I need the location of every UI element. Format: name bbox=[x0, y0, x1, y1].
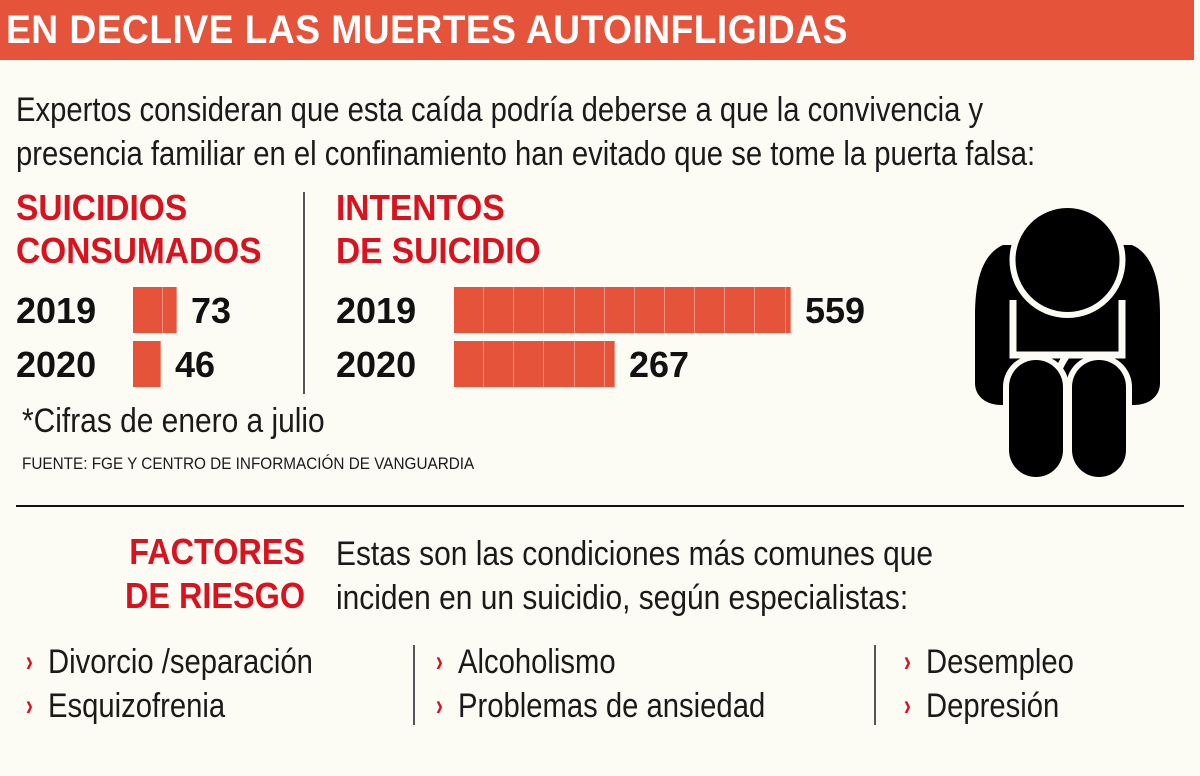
bar-segment bbox=[514, 341, 545, 387]
risk-factors-title: FACTORES DE RIESGO bbox=[125, 530, 305, 618]
chevron-right-icon: › bbox=[903, 645, 911, 678]
attempts-title-line-2: DE SUICIDIO bbox=[336, 230, 541, 271]
bar-segment bbox=[484, 287, 515, 333]
attempts-title-line-1: INTENTOS bbox=[336, 187, 505, 228]
bar-segment bbox=[695, 287, 726, 333]
attempts-year-2019: 2019 bbox=[336, 290, 417, 331]
bar-segment bbox=[575, 341, 605, 387]
suicides-value-2019: 73 bbox=[191, 290, 232, 331]
risk-item: › Desempleo bbox=[900, 640, 1098, 684]
suicides-year-2020: 2020 bbox=[16, 344, 97, 385]
footnote: *Cifras de enero a julio bbox=[22, 402, 325, 440]
risk-column-2: › Alcoholismo › Problemas de ansiedad bbox=[432, 640, 815, 728]
risk-divider-1 bbox=[413, 645, 415, 725]
bar-segment bbox=[454, 287, 485, 333]
section-divider bbox=[303, 192, 305, 394]
risk-item: › Divorcio /separación bbox=[22, 640, 356, 684]
source-credit: FUENTE: FGE Y CENTRO DE INFORMACIÓN DE V… bbox=[22, 454, 475, 473]
bar-segment bbox=[133, 341, 161, 387]
intro-line-2: presencia familiar en el confinamiento h… bbox=[16, 135, 1036, 173]
bar-segment bbox=[544, 287, 575, 333]
chevron-right-icon: › bbox=[25, 689, 33, 722]
risk-item-label: Problemas de ansiedad bbox=[458, 686, 766, 725]
suicides-title-line-2: CONSUMADOS bbox=[16, 230, 262, 271]
risk-factors-title-line-1: FACTORES bbox=[129, 531, 305, 572]
bar-segment bbox=[454, 341, 485, 387]
bar-segment bbox=[484, 341, 515, 387]
chevron-right-icon: › bbox=[435, 689, 443, 722]
bar-segment bbox=[786, 287, 791, 333]
risk-factors-desc-line-2: inciden en un suicidio, según especialis… bbox=[336, 579, 909, 617]
suicides-value-2020: 46 bbox=[175, 344, 216, 385]
risk-factors-description: Estas son las condiciones más comunes qu… bbox=[336, 532, 933, 620]
chevron-right-icon: › bbox=[435, 645, 443, 678]
risk-item-label: Esquizofrenia bbox=[48, 686, 226, 725]
page-title: EN DECLIVE LAS MUERTES AUTOINFLIGIDAS bbox=[6, 8, 848, 52]
risk-item: › Alcoholismo bbox=[432, 640, 815, 684]
bar-segment bbox=[605, 287, 635, 333]
attempts-bar-2020 bbox=[454, 341, 615, 387]
risk-item: › Esquizofrenia bbox=[22, 684, 356, 728]
chevron-right-icon: › bbox=[903, 689, 911, 722]
bar-segment bbox=[725, 287, 756, 333]
risk-item-label: Desempleo bbox=[926, 642, 1074, 681]
horizontal-divider bbox=[16, 505, 1184, 507]
risk-item: › Problemas de ansiedad bbox=[432, 684, 815, 728]
bar-segment bbox=[544, 341, 575, 387]
bar-segment bbox=[605, 341, 615, 387]
suicides-title-line-1: SUICIDIOS bbox=[16, 187, 188, 228]
risk-item-label: Divorcio /separación bbox=[48, 642, 313, 681]
attempts-bar-2019 bbox=[454, 287, 791, 333]
attempts-year-2020: 2020 bbox=[336, 344, 417, 385]
risk-divider-2 bbox=[874, 645, 876, 725]
risk-item: › Depresión bbox=[900, 684, 1098, 728]
bar-segment bbox=[665, 287, 696, 333]
header-bar: EN DECLIVE LAS MUERTES AUTOINFLIGIDAS bbox=[0, 0, 1194, 60]
attempts-value-2020: 267 bbox=[629, 344, 690, 385]
suicides-title: SUICIDIOS CONSUMADOS bbox=[16, 186, 262, 272]
bar-segment bbox=[163, 287, 177, 333]
chevron-right-icon: › bbox=[25, 645, 33, 678]
bar-segment bbox=[514, 287, 545, 333]
intro-text: Expertos consideran que esta caída podrí… bbox=[16, 88, 1186, 176]
bar-segment bbox=[575, 287, 605, 333]
attempts-value-2019: 559 bbox=[805, 290, 866, 331]
risk-item-label: Depresión bbox=[926, 686, 1060, 725]
bar-segment bbox=[133, 287, 164, 333]
bar-segment bbox=[755, 287, 786, 333]
intro-line-1: Expertos consideran que esta caída podrí… bbox=[16, 91, 984, 129]
sad-person-sitting-icon bbox=[975, 202, 1160, 480]
risk-factors-title-line-2: DE RIESGO bbox=[124, 575, 305, 616]
bar-segment bbox=[635, 287, 665, 333]
suicides-year-2019: 2019 bbox=[16, 290, 97, 331]
risk-column-3: › Desempleo › Depresión bbox=[900, 640, 1098, 728]
attempts-title: INTENTOS DE SUICIDIO bbox=[336, 186, 541, 272]
suicides-bar-2019 bbox=[133, 287, 177, 333]
suicides-bar-2020 bbox=[133, 341, 161, 387]
risk-item-label: Alcoholismo bbox=[458, 642, 616, 681]
risk-factors-desc-line-1: Estas son las condiciones más comunes qu… bbox=[336, 535, 934, 573]
risk-column-1: › Divorcio /separación › Esquizofrenia bbox=[22, 640, 356, 728]
